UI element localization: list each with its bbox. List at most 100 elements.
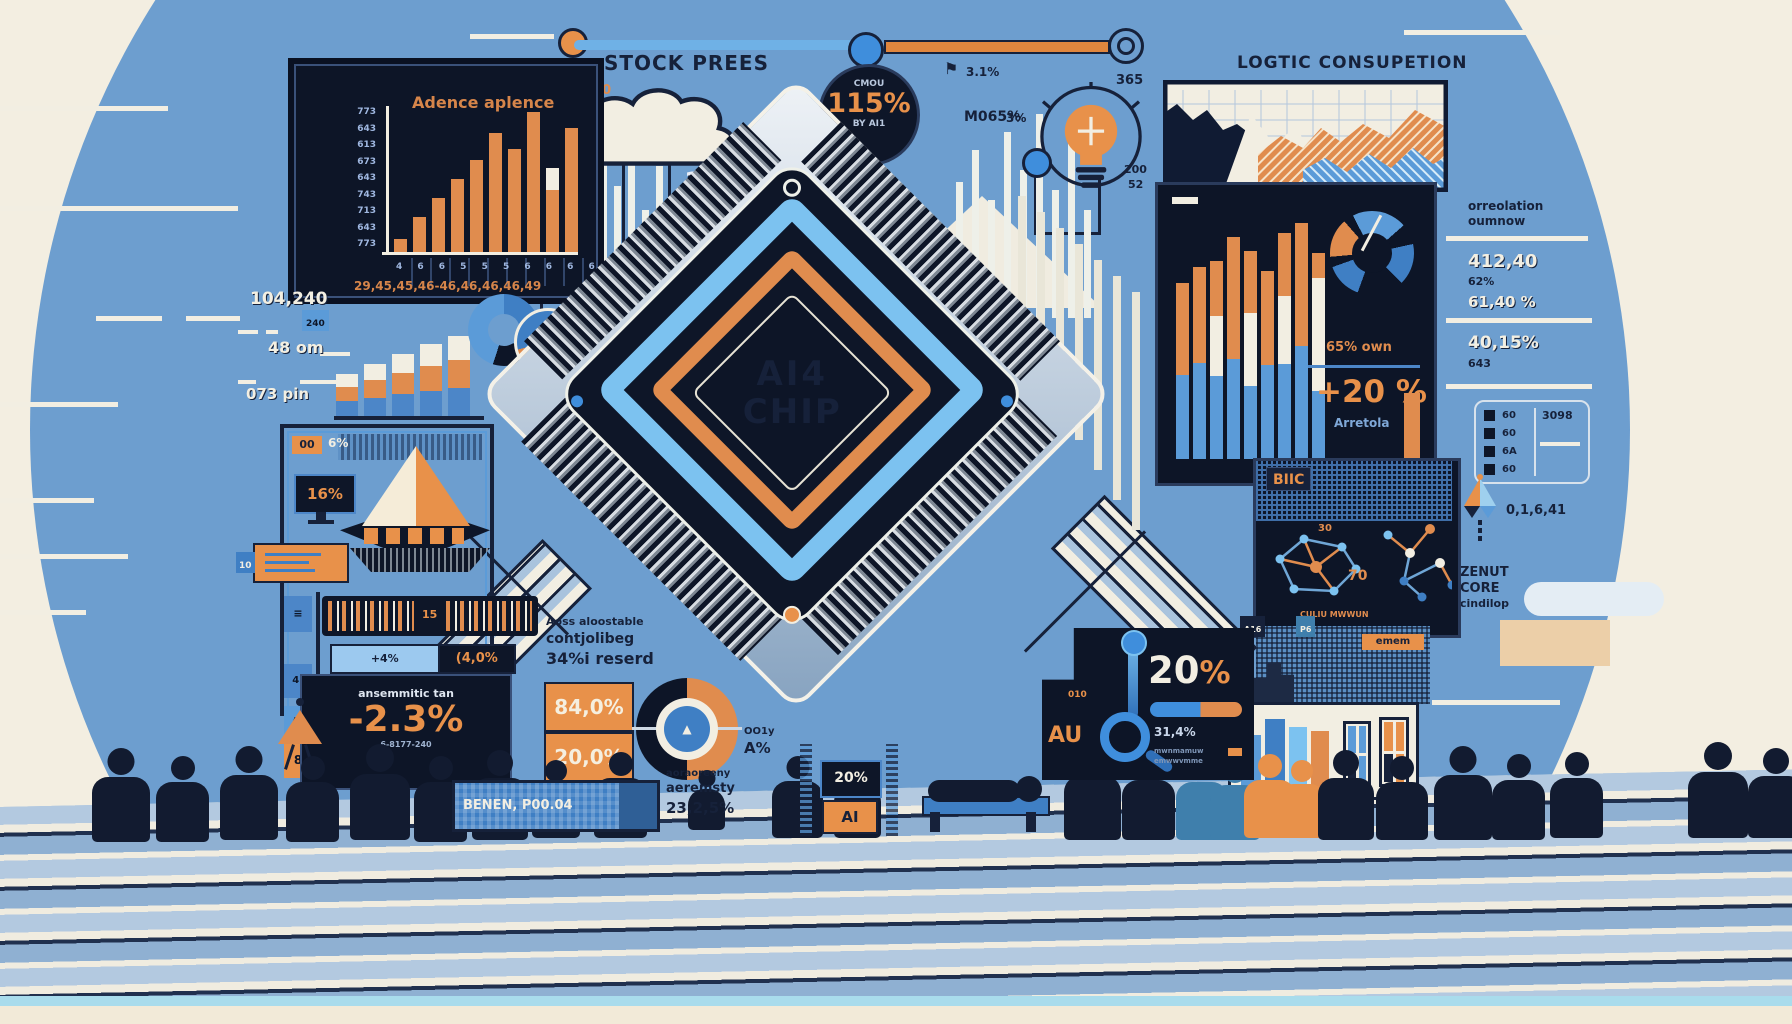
person-body [92, 777, 150, 842]
bar-segment [392, 372, 414, 395]
negative-stat-panel: ansemmitic tan -2.3% 6-8177-240 [300, 674, 512, 790]
rc-row-icon [1484, 428, 1495, 439]
tile-strip-1: ≡ [284, 596, 312, 632]
person-body [1492, 780, 1545, 840]
stair-bar [1094, 260, 1102, 470]
scope-tiny2: emwwvmme [1154, 757, 1203, 765]
mini-bar [336, 374, 358, 416]
audience-chart-tick-row: 4 6 6 5 5 5 6 6 6 6 [396, 262, 601, 272]
decor-line [470, 34, 554, 39]
stair-bar [1132, 292, 1140, 530]
audience-chart-baseline [382, 252, 578, 255]
benen-bar: BENEN, P00.04 [452, 780, 660, 832]
bar-segment [1295, 345, 1308, 459]
rc-6140: 61,40 % [1468, 293, 1536, 311]
building-tag: emem [1362, 634, 1424, 650]
building-mini-label: P6 [1296, 616, 1316, 637]
scope-sub-value: 31,4% [1154, 725, 1196, 739]
scope-pct-sign: % [1199, 655, 1231, 691]
person-head [608, 752, 633, 776]
chip-number-15: 15 [422, 608, 438, 621]
bar-segment [1244, 251, 1257, 314]
mountain-glyph-icon: ▲ [682, 722, 692, 736]
bar-segment [1244, 313, 1257, 387]
stair-bar [1037, 212, 1045, 376]
audience-chart-panel: Adence aplence 773 643 613 673 643 743 713 643 7… [288, 58, 604, 304]
chip-stripes-left [328, 601, 414, 631]
decor-line [320, 352, 350, 356]
slider-track-blue [574, 40, 856, 50]
y-tick: 643 [357, 173, 376, 183]
bar-segment [1193, 267, 1206, 363]
rc-line1: orreolation [1468, 199, 1544, 213]
person-silhouette [1492, 754, 1545, 840]
bar [394, 238, 407, 252]
note-line [265, 561, 309, 564]
audience-chart-y-axis [386, 106, 389, 254]
equalizer-bar [628, 141, 635, 306]
bar-segment [448, 336, 470, 360]
decor-line [0, 554, 128, 559]
person-head [1291, 760, 1313, 782]
stat-value: -2.3% [348, 699, 464, 741]
lightbulb-icon [1040, 82, 1142, 188]
audience-chart-x-labels: 29,45,45,46-46,46,46,46,49 [354, 279, 542, 293]
donut-label-2: A% [744, 739, 771, 757]
window-pane [1358, 726, 1366, 753]
stair-bar [1056, 228, 1064, 408]
decor-line [622, 150, 625, 246]
pinwheel-icon [1464, 474, 1496, 541]
decor-line [1034, 176, 1037, 234]
bar [565, 127, 578, 252]
mini-bars-baseline [334, 416, 484, 420]
bar [508, 149, 521, 252]
bar [489, 133, 502, 252]
network-label-30: 30 [1318, 523, 1332, 534]
person-head [1333, 750, 1359, 776]
bar-segment [364, 379, 386, 398]
panel-orange-bar [1404, 393, 1420, 477]
stacked-bar [1210, 261, 1223, 459]
orange-note-box [253, 543, 349, 583]
ai-chip: AI4 CHIP [521, 122, 1060, 661]
rc-row-value: 60 [1502, 410, 1516, 421]
bottom-20pct-box: 20% [820, 760, 882, 798]
floor-cyan-band [0, 996, 1792, 1006]
badge-main-value: 115% [827, 88, 911, 120]
stat-sub: 6-8177-240 [380, 739, 432, 749]
bar-segment [1210, 261, 1223, 317]
split-donut-core: ▲ [664, 706, 710, 752]
equalizer-bar [1052, 190, 1059, 318]
window-pane [1395, 722, 1404, 751]
scope-tag: 010 [1068, 690, 1087, 700]
stat-84-value: 84,0% [554, 694, 624, 719]
benen-dark-segment [619, 783, 657, 829]
rc-icon-box-divider [1534, 408, 1536, 476]
center-note-line1: Aoss aloostable [546, 615, 644, 628]
bar-segment [364, 397, 386, 416]
bar [432, 198, 445, 252]
bar-segment [420, 390, 442, 416]
bar-segment [1278, 233, 1291, 297]
split-progress-bar: +4% (4,0% [330, 644, 516, 674]
audience-chart-bars [394, 106, 584, 252]
bar-segment [1312, 277, 1325, 392]
chip-label-line1: AI4 [756, 353, 828, 394]
metric-240: 240 [306, 319, 325, 329]
person-head [1564, 752, 1589, 776]
monitor-16pct-value: 16% [307, 484, 343, 503]
person-body [1748, 776, 1792, 838]
scope-20-value: 20 [1148, 649, 1200, 692]
decor-line [0, 610, 86, 615]
rc-row-value: 60 [1502, 428, 1516, 439]
mo65-label: M065% [964, 109, 1022, 125]
mini-stacked-bar-chart [336, 336, 486, 416]
bottom-note-line3: 23,2,5% [666, 799, 735, 817]
person-head [545, 760, 567, 782]
person-head [428, 756, 453, 780]
left-panel-badge: 00 [292, 436, 322, 454]
rc-4015: 40,15% [1468, 333, 1539, 353]
bar-segment [1244, 386, 1257, 459]
person-head [1390, 756, 1414, 780]
bottom-20pct-value: 20% [834, 770, 868, 787]
